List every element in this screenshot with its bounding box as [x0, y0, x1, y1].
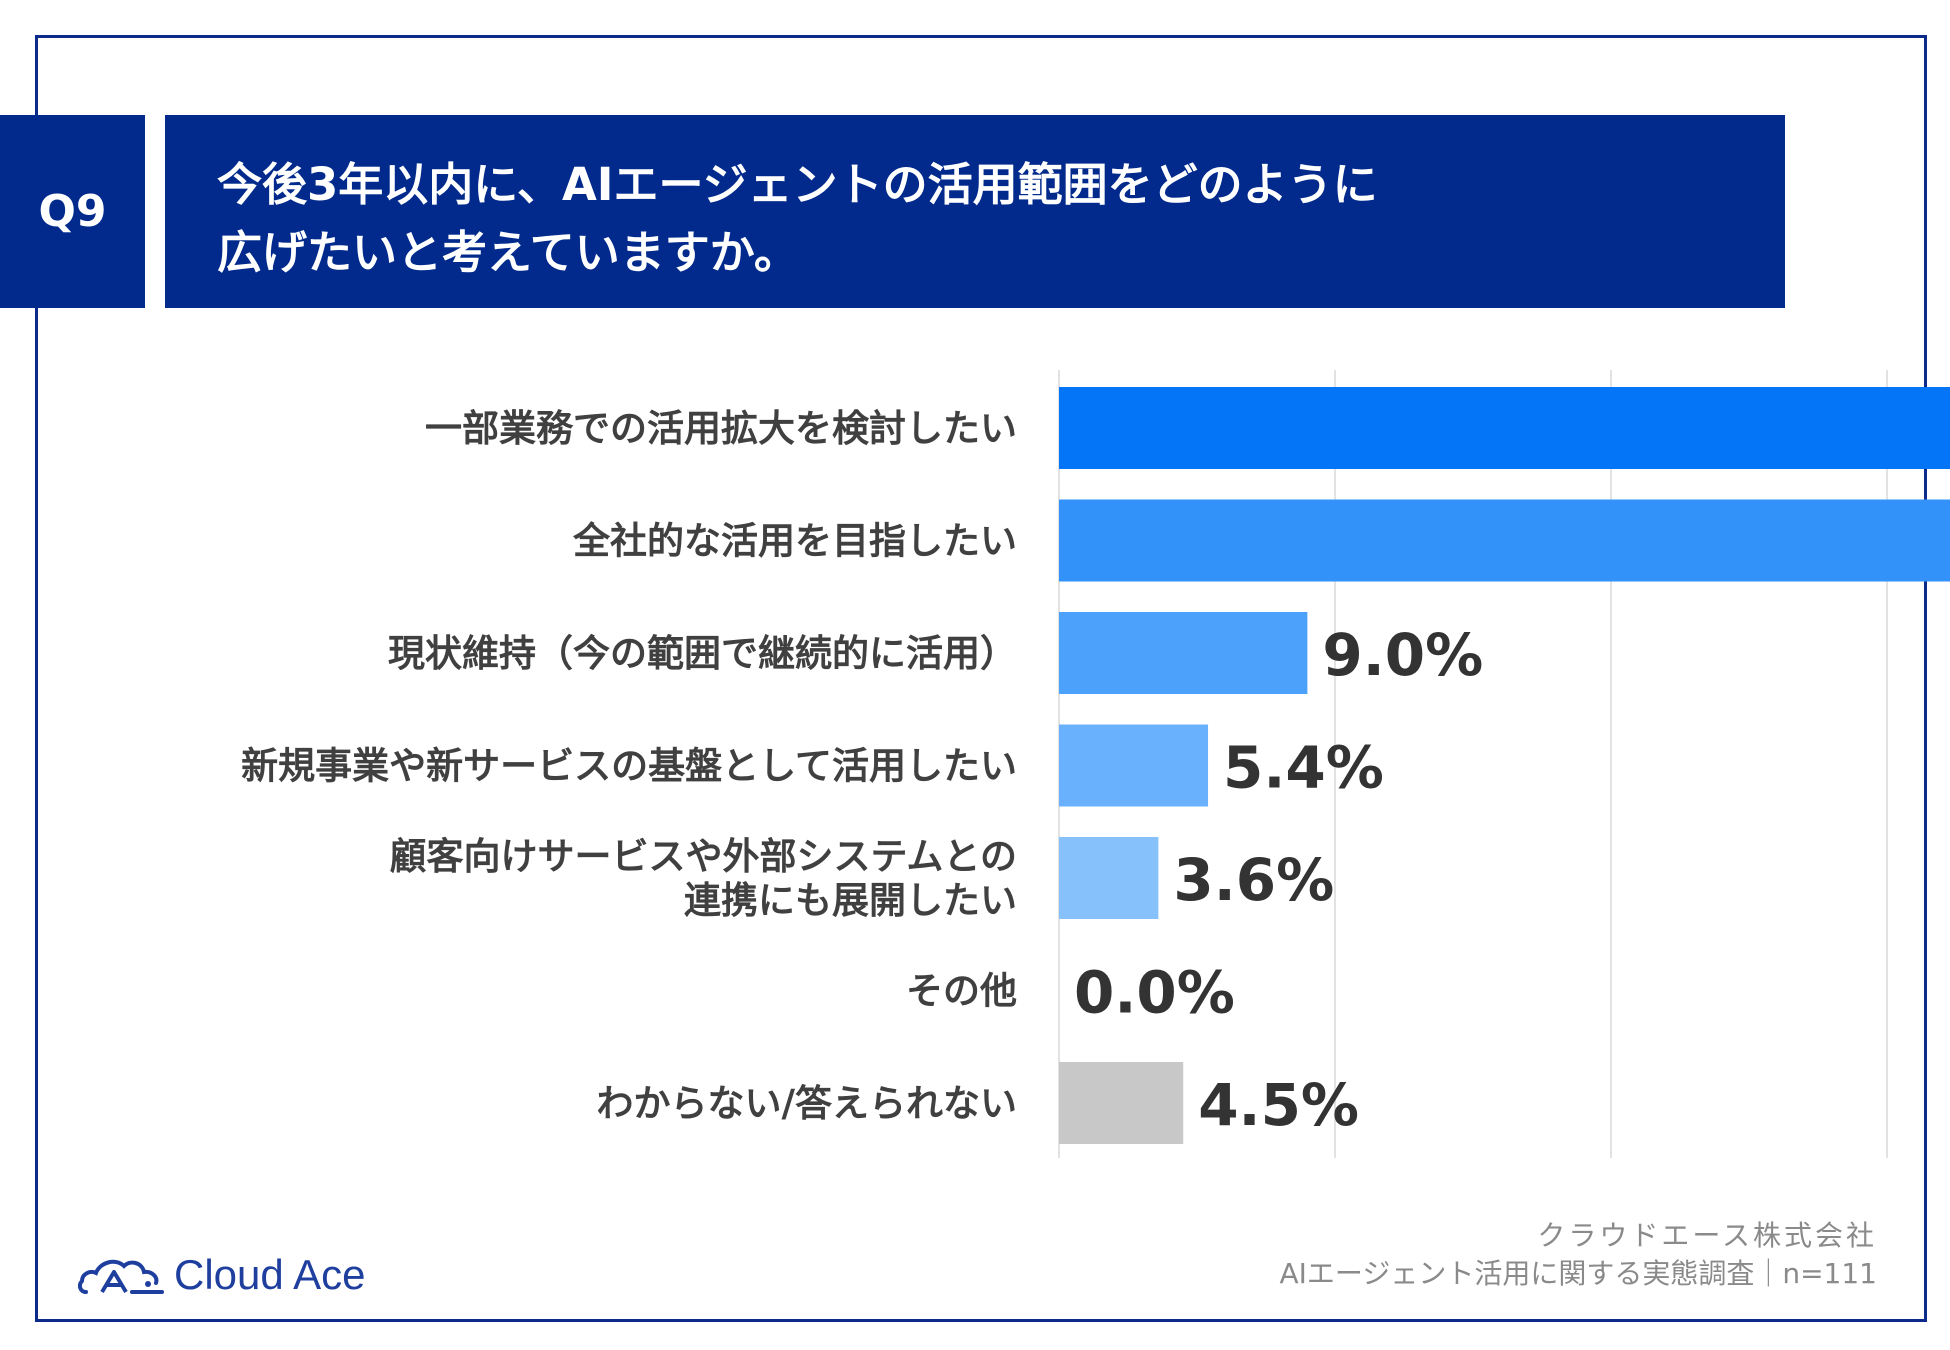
- value-label: 3.6%: [1173, 846, 1334, 914]
- bar: [1059, 837, 1159, 919]
- value-label: 0.0%: [1074, 959, 1235, 1027]
- footer-survey-info: AIエージェント活用に関する実態調査｜n=111: [1279, 1257, 1877, 1290]
- bar: [1059, 612, 1308, 694]
- bar: [1059, 1062, 1184, 1144]
- value-label: 9.0%: [1322, 621, 1483, 689]
- footer-company: クラウドエース株式会社: [1537, 1219, 1877, 1252]
- question-title-line-2: 広げたいと考えていますか。: [217, 226, 799, 279]
- cloud-a-logo-icon: [78, 1259, 164, 1294]
- bar: [1059, 724, 1209, 807]
- category-label: 新規事業や新サービスの基盤として活用したい: [241, 745, 1017, 788]
- value-label: 5.4%: [1223, 734, 1384, 802]
- question-title-banner: 今後3年以内に、AIエージェントの活用範囲をどのように 広げたいと考えていますか…: [165, 115, 1785, 308]
- category-label: 連携にも展開したい: [684, 879, 1017, 922]
- cloud-ace-logo: Cloud Ace: [78, 1245, 365, 1305]
- question-number-badge: Q9: [0, 115, 145, 308]
- value-label: 4.5%: [1198, 1071, 1359, 1139]
- question-title-line-1: 今後3年以内に、AIエージェントの活用範囲をどのように: [217, 158, 1378, 211]
- logo-text: Cloud Ace: [174, 1251, 366, 1298]
- category-label: 現状維持（今の範囲で継続的に活用）: [388, 632, 1017, 675]
- chart-frame: [35, 35, 1927, 1322]
- bar: [1059, 499, 1950, 582]
- category-label: 顧客向けサービスや外部システムとの: [389, 835, 1017, 878]
- category-label: その他: [906, 970, 1017, 1013]
- question-number: Q9: [38, 186, 107, 237]
- category-label: 一部業務での活用拡大を検討したい: [425, 407, 1017, 450]
- category-label: 全社的な活用を目指したい: [572, 520, 1017, 563]
- category-label: わからない/答えられない: [596, 1082, 1017, 1125]
- bar: [1059, 387, 1950, 469]
